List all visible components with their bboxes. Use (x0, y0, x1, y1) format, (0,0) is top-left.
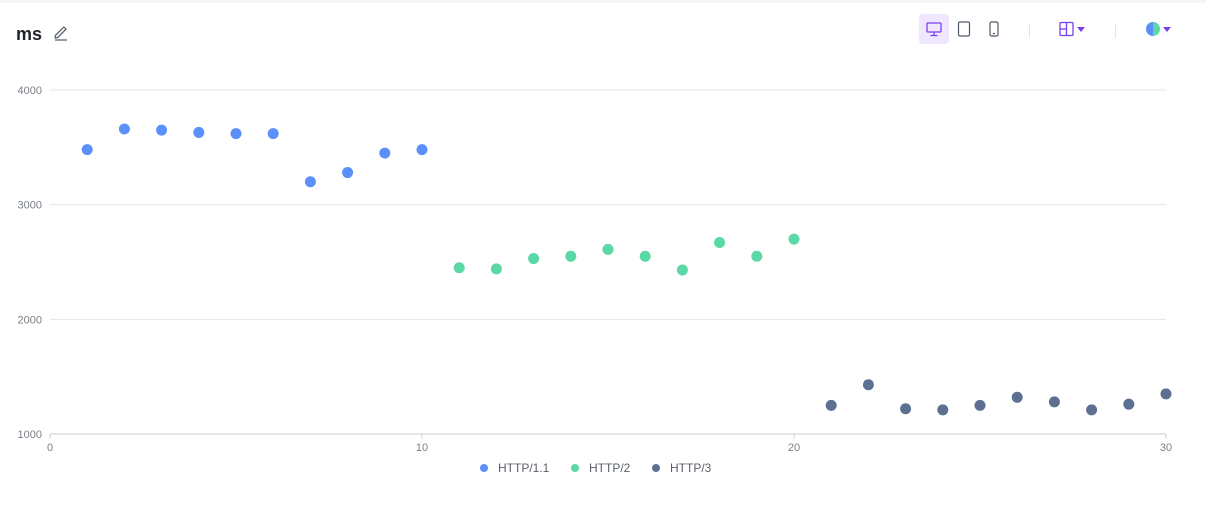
top-border (0, 0, 1206, 3)
data-point-http-2[interactable] (565, 250, 577, 262)
monitor-icon (926, 22, 942, 37)
legend-item[interactable]: HTTP/3 (652, 461, 712, 475)
y-tick-label: 1000 (18, 429, 42, 441)
tablet-view-button[interactable] (949, 14, 979, 44)
data-point-http-2[interactable] (453, 262, 465, 274)
data-point-http-1-1[interactable] (193, 126, 205, 138)
desktop-view-button[interactable] (919, 14, 949, 44)
data-point-http-1-1[interactable] (156, 124, 168, 136)
data-point-http-1-1[interactable] (267, 128, 279, 140)
data-point-http-3[interactable] (974, 399, 986, 411)
legend-label: HTTP/3 (670, 461, 712, 475)
data-point-http-2[interactable] (602, 243, 614, 255)
data-point-http-2[interactable] (528, 253, 540, 265)
chart-header: ms (0, 14, 1206, 54)
legend-marker (480, 464, 488, 472)
data-point-http-3[interactable] (937, 404, 949, 416)
data-point-http-2[interactable] (639, 250, 651, 262)
toolbar-divider (1115, 24, 1116, 38)
data-point-http-2[interactable] (490, 263, 502, 275)
legend-marker (652, 464, 660, 472)
y-tick-label: 2000 (18, 314, 42, 326)
pencil-icon (54, 26, 67, 41)
data-point-http-1-1[interactable] (416, 144, 428, 156)
legend-label: HTTP/1.1 (498, 461, 550, 475)
x-tick-label: 30 (1160, 442, 1172, 454)
data-point-http-3[interactable] (1011, 391, 1023, 403)
data-point-http-1-1[interactable] (118, 123, 130, 135)
data-point-http-3[interactable] (825, 399, 837, 411)
edit-title-button[interactable] (52, 24, 70, 42)
layout-icon (1059, 21, 1085, 37)
legend-item[interactable]: HTTP/1.1 (480, 461, 550, 475)
data-point-http-1-1[interactable] (230, 128, 242, 140)
data-point-http-3[interactable] (1048, 396, 1060, 408)
toolbar-divider (1029, 24, 1030, 38)
data-point-http-1-1[interactable] (342, 167, 354, 179)
layout-dropdown-button[interactable] (1055, 14, 1091, 44)
data-point-http-2[interactable] (751, 250, 763, 262)
legend-item[interactable]: HTTP/2 (571, 461, 631, 475)
data-point-http-1-1[interactable] (304, 176, 316, 188)
tablet-icon (957, 21, 971, 37)
data-point-http-1-1[interactable] (81, 144, 93, 156)
data-point-http-3[interactable] (1160, 388, 1172, 400)
theme-icon (1146, 22, 1171, 36)
mobile-view-button[interactable] (979, 14, 1009, 44)
data-point-http-2[interactable] (714, 237, 726, 249)
y-tick-label: 4000 (18, 85, 42, 97)
data-point-http-2[interactable] (676, 264, 688, 276)
page-title: ms (16, 24, 43, 44)
x-tick-label: 20 (788, 442, 800, 454)
theme-dropdown-button[interactable] (1141, 14, 1177, 44)
data-point-http-2[interactable] (788, 233, 800, 245)
data-point-http-3[interactable] (1123, 398, 1135, 410)
legend-label: HTTP/2 (589, 461, 631, 475)
x-tick-label: 0 (47, 442, 53, 454)
data-point-http-1-1[interactable] (379, 147, 391, 159)
y-tick-label: 3000 (18, 200, 42, 212)
data-point-http-3[interactable] (1086, 404, 1098, 416)
legend-marker (571, 464, 579, 472)
data-point-http-3[interactable] (900, 403, 912, 415)
data-point-http-3[interactable] (862, 379, 874, 391)
phone-icon (989, 21, 999, 37)
x-tick-label: 10 (416, 442, 428, 454)
